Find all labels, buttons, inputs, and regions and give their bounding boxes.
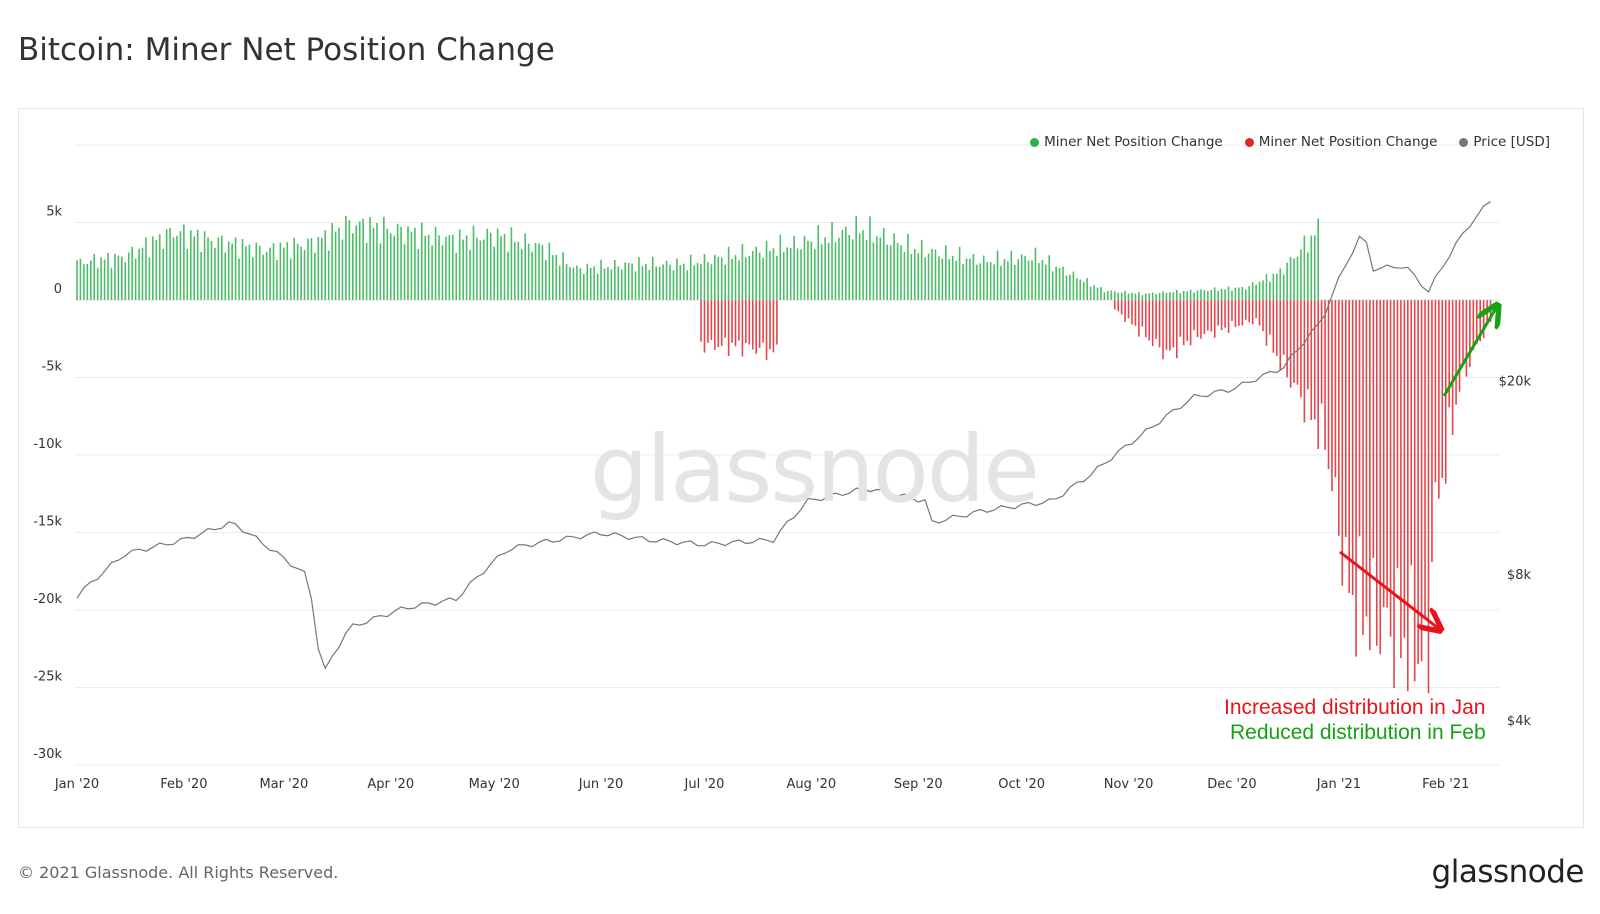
x-tick-label: Sep '20 [894,777,943,792]
x-tick-label: Jun '20 [578,777,624,792]
legend-label-price: Price [USD] [1473,134,1550,150]
x-tick-label: Dec '20 [1207,777,1256,792]
annotation-increased-distribution: Increased distribution in Jan [1224,696,1486,719]
x-tick-label: Nov '20 [1104,777,1154,792]
copyright-text: © 2021 Glassnode. All Rights Reserved. [18,863,339,882]
legend-label-green: Miner Net Position Change [1044,134,1223,150]
x-tick-label: Jul '20 [684,777,725,792]
legend-item-green[interactable]: Miner Net Position Change [1030,134,1223,150]
legend-item-red[interactable]: Miner Net Position Change [1244,134,1438,150]
legend-item-price[interactable]: Price [USD] [1459,134,1550,150]
y-tick-label: 0 [54,282,62,297]
y-tick-label: -20k [33,592,62,607]
x-tick-label: Feb '21 [1422,777,1469,792]
x-tick-label: Jan '20 [54,777,99,792]
x-tick-label: Mar '20 [259,777,308,792]
price-line [76,201,1491,670]
legend-dot-green [1030,137,1040,147]
arrow-reduced [1442,308,1496,397]
legend-dot-red [1244,137,1254,147]
x-tick-label: Jan '21 [1316,777,1361,792]
x-tick-label: Oct '20 [998,777,1045,792]
y-tick-label: -15k [33,515,62,530]
y-tick-label: -10k [33,437,62,452]
y2-tick-label: $4k [1507,714,1532,729]
legend-label-red: Miner Net Position Change [1258,134,1438,150]
chart-title: Bitcoin: Miner Net Position Change [18,32,555,68]
x-tick-label: Feb '20 [160,777,207,792]
y2-tick-label: $8k [1507,568,1532,583]
y-tick-label: -30k [33,747,62,762]
chart-legend: Miner Net Position Change Miner Net Posi… [1030,134,1550,150]
annotation-reduced-distribution: Reduced distribution in Feb [1230,721,1486,744]
legend-dot-price [1459,137,1469,147]
x-tick-label: Apr '20 [367,777,414,792]
arrow-increased [1339,550,1438,628]
x-tick-label: Aug '20 [787,777,837,792]
y2-tick-label: $20k [1499,375,1532,390]
y-tick-label: 5k [46,205,62,220]
y-tick-label: -25k [33,670,62,685]
x-tick-label: May '20 [469,777,520,792]
glassnode-logo: glassnode [1431,854,1585,890]
y-tick-label: -5k [42,360,63,375]
chart-frame [18,108,1584,828]
